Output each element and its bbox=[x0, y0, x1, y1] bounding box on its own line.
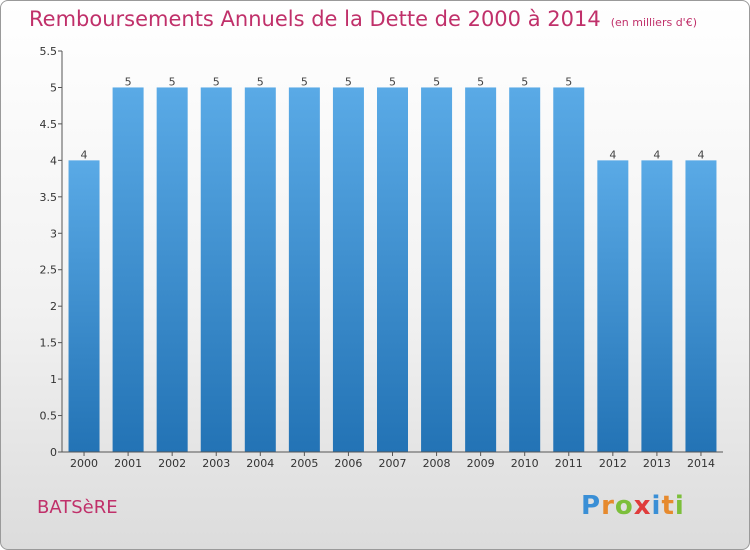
bar-value-label: 4 bbox=[653, 148, 660, 161]
x-tick-label: 2000 bbox=[70, 457, 98, 470]
y-tick-label: 5 bbox=[50, 81, 57, 94]
bar bbox=[244, 87, 276, 453]
x-tick-label: 2007 bbox=[379, 457, 407, 470]
x-tick-label: 2010 bbox=[511, 457, 539, 470]
bar bbox=[377, 87, 408, 453]
y-tick-label: 0.5 bbox=[40, 410, 58, 423]
bar bbox=[68, 160, 100, 452]
bar-value-label: 5 bbox=[213, 75, 220, 88]
chart-title: Remboursements Annuels de la Dette de 20… bbox=[29, 7, 697, 31]
y-tick-label: 2.5 bbox=[40, 264, 58, 277]
y-tick-label: 3 bbox=[50, 227, 57, 240]
y-tick-label: 1 bbox=[50, 373, 57, 386]
y-tick-label: 4.5 bbox=[40, 118, 58, 131]
bar-value-label: 5 bbox=[389, 75, 396, 88]
bar bbox=[332, 87, 364, 453]
bar-value-label: 5 bbox=[169, 75, 176, 88]
y-tick-label: 3.5 bbox=[40, 191, 58, 204]
bar bbox=[465, 87, 497, 453]
bar bbox=[553, 87, 585, 453]
proxiti-logo: Proxiti bbox=[581, 491, 685, 521]
x-tick-label: 2001 bbox=[114, 457, 142, 470]
bar bbox=[641, 160, 673, 452]
bar bbox=[421, 87, 453, 453]
bar bbox=[200, 87, 232, 453]
y-tick-label: 5.5 bbox=[40, 45, 58, 58]
bar bbox=[685, 160, 717, 452]
x-tick-label: 2004 bbox=[246, 457, 274, 470]
x-tick-label: 2002 bbox=[158, 457, 186, 470]
bar bbox=[112, 87, 144, 453]
bar-value-label: 4 bbox=[697, 148, 704, 161]
y-axis: 0 0.5 1 1.5 2 2.5 3 3.5 4 4.5 5 5.5 bbox=[40, 45, 63, 459]
title-text: Remboursements Annuels de la Dette de 20… bbox=[29, 7, 601, 31]
x-axis: 2000 2001 2002 2003 2004 2005 2006 2007 2008 2009… bbox=[62, 451, 723, 470]
y-tick-label: 1.5 bbox=[40, 337, 58, 350]
x-tick-label: 2009 bbox=[467, 457, 495, 470]
bar-value-label: 5 bbox=[125, 75, 132, 88]
bar-value-label: 5 bbox=[345, 75, 352, 88]
bar-value-label: 5 bbox=[477, 75, 484, 88]
bar-value-label: 4 bbox=[609, 148, 616, 161]
x-tick-label: 2006 bbox=[334, 457, 362, 470]
x-tick-label: 2005 bbox=[290, 457, 318, 470]
x-tick-label: 2013 bbox=[643, 457, 671, 470]
bar bbox=[288, 87, 320, 453]
y-tick-label: 4 bbox=[50, 154, 57, 167]
bar-value-label: 5 bbox=[301, 75, 308, 88]
chart-subtitle: (en milliers d'€) bbox=[610, 16, 697, 29]
x-tick-label: 2008 bbox=[423, 457, 451, 470]
bar bbox=[156, 87, 188, 453]
bars: 4 5 5 5 5 5 5 5 5 5 5 5 4 4 4 bbox=[68, 75, 717, 453]
bar bbox=[597, 160, 629, 452]
y-tick-label: 2 bbox=[50, 300, 57, 313]
bar bbox=[509, 87, 541, 453]
bar-value-label: 5 bbox=[521, 75, 528, 88]
y-tick-label: 0 bbox=[50, 446, 57, 459]
bar-value-label: 5 bbox=[257, 75, 264, 88]
bar-value-label: 4 bbox=[81, 148, 88, 161]
municipality-name: BATSèRE bbox=[37, 497, 118, 518]
x-tick-label: 2012 bbox=[599, 457, 627, 470]
bar-value-label: 5 bbox=[433, 75, 440, 88]
x-tick-label: 2003 bbox=[202, 457, 230, 470]
x-tick-label: 2011 bbox=[555, 457, 583, 470]
bar-value-label: 5 bbox=[565, 75, 572, 88]
x-tick-label: 2014 bbox=[687, 457, 715, 470]
